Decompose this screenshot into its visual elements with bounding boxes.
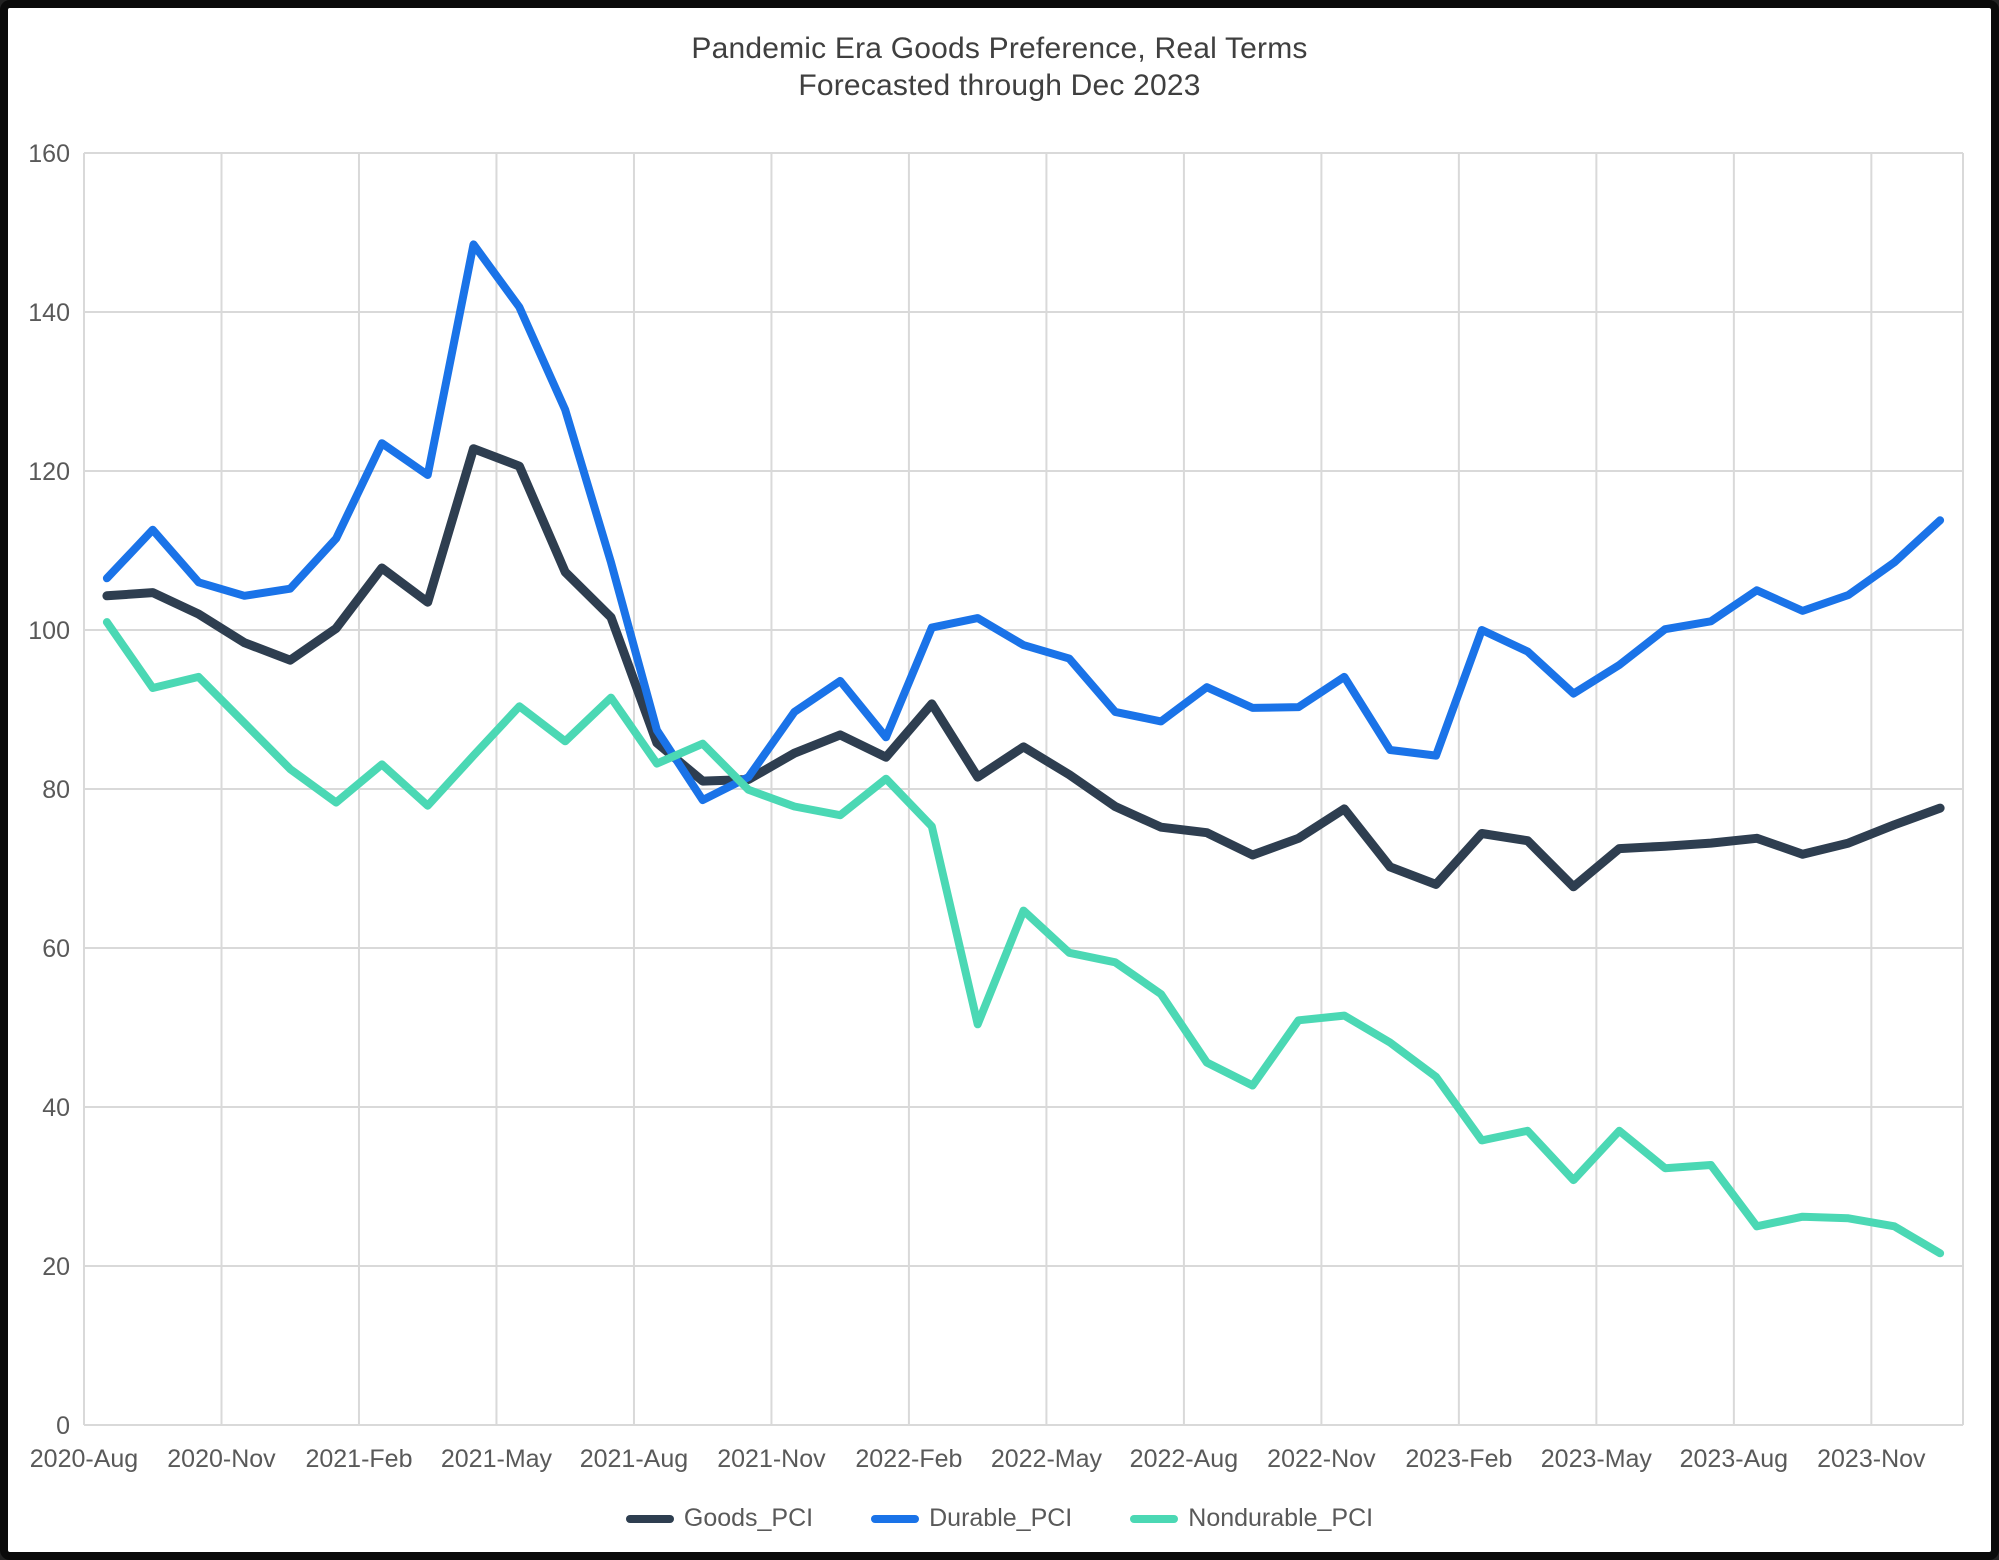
legend-swatch-icon xyxy=(1130,1514,1179,1523)
chart-title-block: Pandemic Era Goods Preference, Real Term… xyxy=(8,30,1991,104)
x-axis-tick-label: 2023-May xyxy=(1541,1445,1653,1473)
legend-item-durable_pci: Durable_PCI xyxy=(871,1504,1072,1533)
x-axis-tick-label: 2021-Feb xyxy=(305,1445,412,1473)
series-line-nondurable_pci xyxy=(102,618,1945,1258)
series-line-goods_pci xyxy=(102,444,1945,892)
x-axis-tick-label: 2021-Aug xyxy=(580,1445,688,1473)
chart-subtitle: Forecasted through Dec 2023 xyxy=(798,69,1201,102)
y-axis-tick-label: 160 xyxy=(28,140,70,168)
legend-swatch-icon xyxy=(871,1514,920,1523)
x-axis-tick-label: 2023-Nov xyxy=(1817,1445,1926,1473)
x-axis-tick-label: 2021-May xyxy=(441,1445,553,1473)
y-axis-tick-label: 20 xyxy=(42,1253,70,1281)
x-axis-tick-label: 2020-Nov xyxy=(167,1445,276,1473)
x-axis-tick-label: 2023-Aug xyxy=(1680,1445,1788,1473)
y-axis-tick-label: 60 xyxy=(42,935,70,963)
x-axis-tick-label: 2022-Feb xyxy=(855,1445,962,1473)
legend-item-goods_pci: Goods_PCI xyxy=(625,1504,814,1533)
line-chart-plot-area: 0 20 40 60 80 100 120 140 160 2020-Aug 2020-Nov 202… xyxy=(28,140,1964,1473)
legend-label: Nondurable_PCI xyxy=(1188,1504,1374,1532)
y-axis-tick-label: 120 xyxy=(28,458,70,486)
chart-legend: Goods_PCI Durable_PCI Nondurable_PCI xyxy=(8,1504,1991,1533)
x-axis-tick-label: 2021-Nov xyxy=(717,1445,826,1473)
y-axis-tick-label: 80 xyxy=(42,776,70,804)
y-axis-tick-label: 0 xyxy=(56,1412,70,1440)
legend-swatch-icon xyxy=(625,1514,674,1523)
series-line-durable_pci xyxy=(102,240,1945,805)
x-axis-tick-label: 2022-May xyxy=(991,1445,1103,1473)
y-axis-tick-label: 100 xyxy=(28,617,70,645)
x-axis-tick-label: 2022-Nov xyxy=(1267,1445,1376,1473)
legend-label: Durable_PCI xyxy=(929,1504,1073,1532)
chart-title: Pandemic Era Goods Preference, Real Term… xyxy=(691,32,1308,65)
x-axis-tick-label: 2023-Feb xyxy=(1405,1445,1512,1473)
x-axis-tick-label: 2022-Aug xyxy=(1130,1445,1238,1473)
y-axis-tick-label: 140 xyxy=(28,299,70,327)
x-axis-tick-label: 2020-Aug xyxy=(30,1445,138,1473)
y-axis-tick-label: 40 xyxy=(42,1094,70,1122)
legend-item-nondurable_pci: Nondurable_PCI xyxy=(1130,1504,1373,1533)
legend-label: Goods_PCI xyxy=(683,1504,814,1532)
